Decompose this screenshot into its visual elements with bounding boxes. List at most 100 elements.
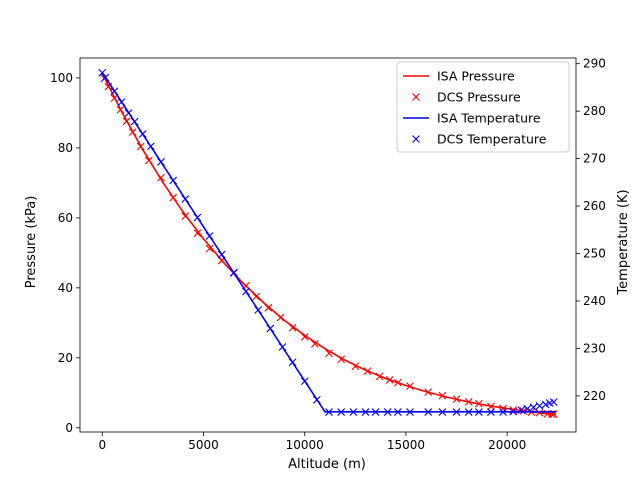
dcs-temperature-marker: [278, 343, 287, 351]
dcs-temperature-marker: [229, 268, 238, 277]
dcs-temperature-marker: [181, 195, 190, 203]
dcs-pressure-marker: [310, 339, 319, 348]
dcs-pressure-marker: [487, 402, 495, 411]
dcs-temperature-marker: [517, 406, 526, 415]
dcs-temperature-marker: [325, 408, 333, 416]
dcs-pressure-marker: [193, 229, 202, 238]
dcs-temperature-marker: [393, 408, 402, 416]
dcs-temperature-marker: [361, 408, 370, 416]
legend-entry: DCS Pressure: [412, 90, 521, 105]
legend-label: ISA Pressure: [437, 69, 515, 84]
plot-frame: [79, 57, 577, 433]
legend-entry: ISA Temperature: [403, 111, 541, 126]
y-right-tick-label: 270: [583, 152, 606, 166]
dcs-pressure-marker: [438, 391, 447, 400]
dcs-temperature-marker: [474, 408, 483, 416]
dcs-pressure-marker: [375, 372, 384, 381]
dcs-temperature-marker: [146, 142, 155, 151]
dcs-pressure-marker: [252, 292, 261, 301]
x-tick-label: 5000: [188, 438, 219, 452]
dcs-pressure-marker: [452, 395, 461, 404]
dcs-pressure-marker: [276, 313, 285, 322]
dcs-temperature-marker: [487, 408, 495, 416]
dcs-temperature-marker: [464, 408, 473, 416]
dcs-temperature-marker: [438, 408, 447, 416]
dcs-temperature-marker: [535, 402, 544, 410]
dcs-temperature-marker: [217, 250, 226, 259]
y-right-tick-label: 250: [583, 247, 606, 261]
x-tick-label: 20000: [488, 438, 526, 452]
y-right-tick-label: 240: [583, 294, 606, 308]
dcs-temperature-marker: [242, 287, 250, 296]
y-left-axis: 0 20 40 60 80 100: [50, 71, 80, 435]
dcs-pressure-marker: [351, 362, 360, 371]
dcs-temperature-marker: [157, 158, 165, 166]
legend-label: DCS Temperature: [437, 132, 547, 147]
dcs-pressure-marker: [406, 382, 414, 391]
dcs-pressure-marker: [181, 212, 190, 221]
dcs-temperature-marker: [110, 87, 119, 96]
x-axis-label: Altitude (m): [288, 457, 366, 472]
dcs-temperature-marker: [266, 324, 275, 333]
y-right-tick-label: 290: [583, 57, 606, 71]
dcs-pressure-marker: [325, 349, 333, 358]
dcs-pressure-marker: [264, 303, 273, 312]
dcs-pressure-marker: [474, 399, 483, 408]
dcs-pressure-marker: [288, 323, 297, 332]
dcs-pressure-marker: [499, 404, 508, 413]
dcs-temperature-marker: [124, 109, 133, 117]
dcs-temperature-marker: [371, 408, 380, 416]
legend-entry: DCS Temperature: [412, 132, 547, 147]
dcs-temperature-marker: [529, 403, 538, 412]
legend-marker-swatch: [412, 135, 420, 143]
dcs-temperature-marker: [101, 73, 110, 82]
dcs-pressure-marker: [385, 375, 394, 384]
dcs-pressure-marker: [424, 388, 433, 397]
dcs-temperature-marker: [383, 408, 392, 416]
dcs-pressure-marker: [144, 156, 153, 165]
x-tick-label: 15000: [387, 438, 425, 452]
legend-label: DCS Pressure: [437, 90, 521, 105]
dcs-temperature-marker: [130, 117, 139, 126]
dcs-pressure-marker: [337, 355, 346, 364]
dcs-temperature-marker: [312, 395, 321, 404]
dcs-temperature-marker: [138, 130, 147, 138]
dcs-pressure-marker: [464, 398, 473, 406]
dcs-pressure-marker: [169, 193, 178, 202]
legend-marker-swatch: [412, 93, 420, 101]
y-right-tick-label: 280: [583, 104, 606, 118]
y-left-tick-label: 100: [50, 71, 73, 85]
y-left-tick-label: 60: [58, 211, 73, 225]
dcs-pressure-marker: [157, 173, 165, 182]
dcs-pressure-marker: [393, 378, 402, 387]
dcs-pressure-marker: [136, 142, 145, 151]
dcs-pressure-marker: [205, 244, 214, 253]
dcs-temperature-marker: [117, 98, 126, 107]
y-left-tick-label: 40: [58, 281, 73, 295]
dcs-temperature-marker: [452, 408, 461, 416]
dcs-temperature-marker: [169, 176, 178, 185]
y-right-axis-label: Temperature (K): [616, 189, 631, 295]
dcs-temperature-marker: [254, 306, 263, 314]
legend-box: [396, 61, 570, 153]
dcs-pressure-marker: [300, 332, 309, 341]
dcs-temperature-marker: [337, 408, 346, 416]
dcs-temperature-marker: [541, 400, 550, 409]
legend-entry: ISA Pressure: [403, 69, 515, 84]
dcs-temperature-marker: [98, 68, 107, 77]
dcs-temperature-marker: [424, 408, 433, 416]
legend-label: ISA Temperature: [437, 111, 541, 126]
y-left-tick-label: 20: [58, 351, 73, 365]
dcs-temperature-marker: [509, 407, 518, 416]
series-layer: [98, 68, 558, 419]
dcs-temperature-marker: [523, 404, 532, 413]
y-left-axis-label: Pressure (kPa): [24, 196, 39, 289]
dcs-pressure-marker: [128, 128, 137, 137]
y-left-tick-label: 0: [65, 421, 73, 435]
y-right-tick-label: 220: [583, 389, 606, 403]
dcs-temperature-marker: [300, 377, 309, 386]
dcs-pressure-marker: [116, 105, 125, 114]
x-tick-label: 10000: [286, 438, 324, 452]
x-tick-label: 0: [98, 438, 106, 452]
